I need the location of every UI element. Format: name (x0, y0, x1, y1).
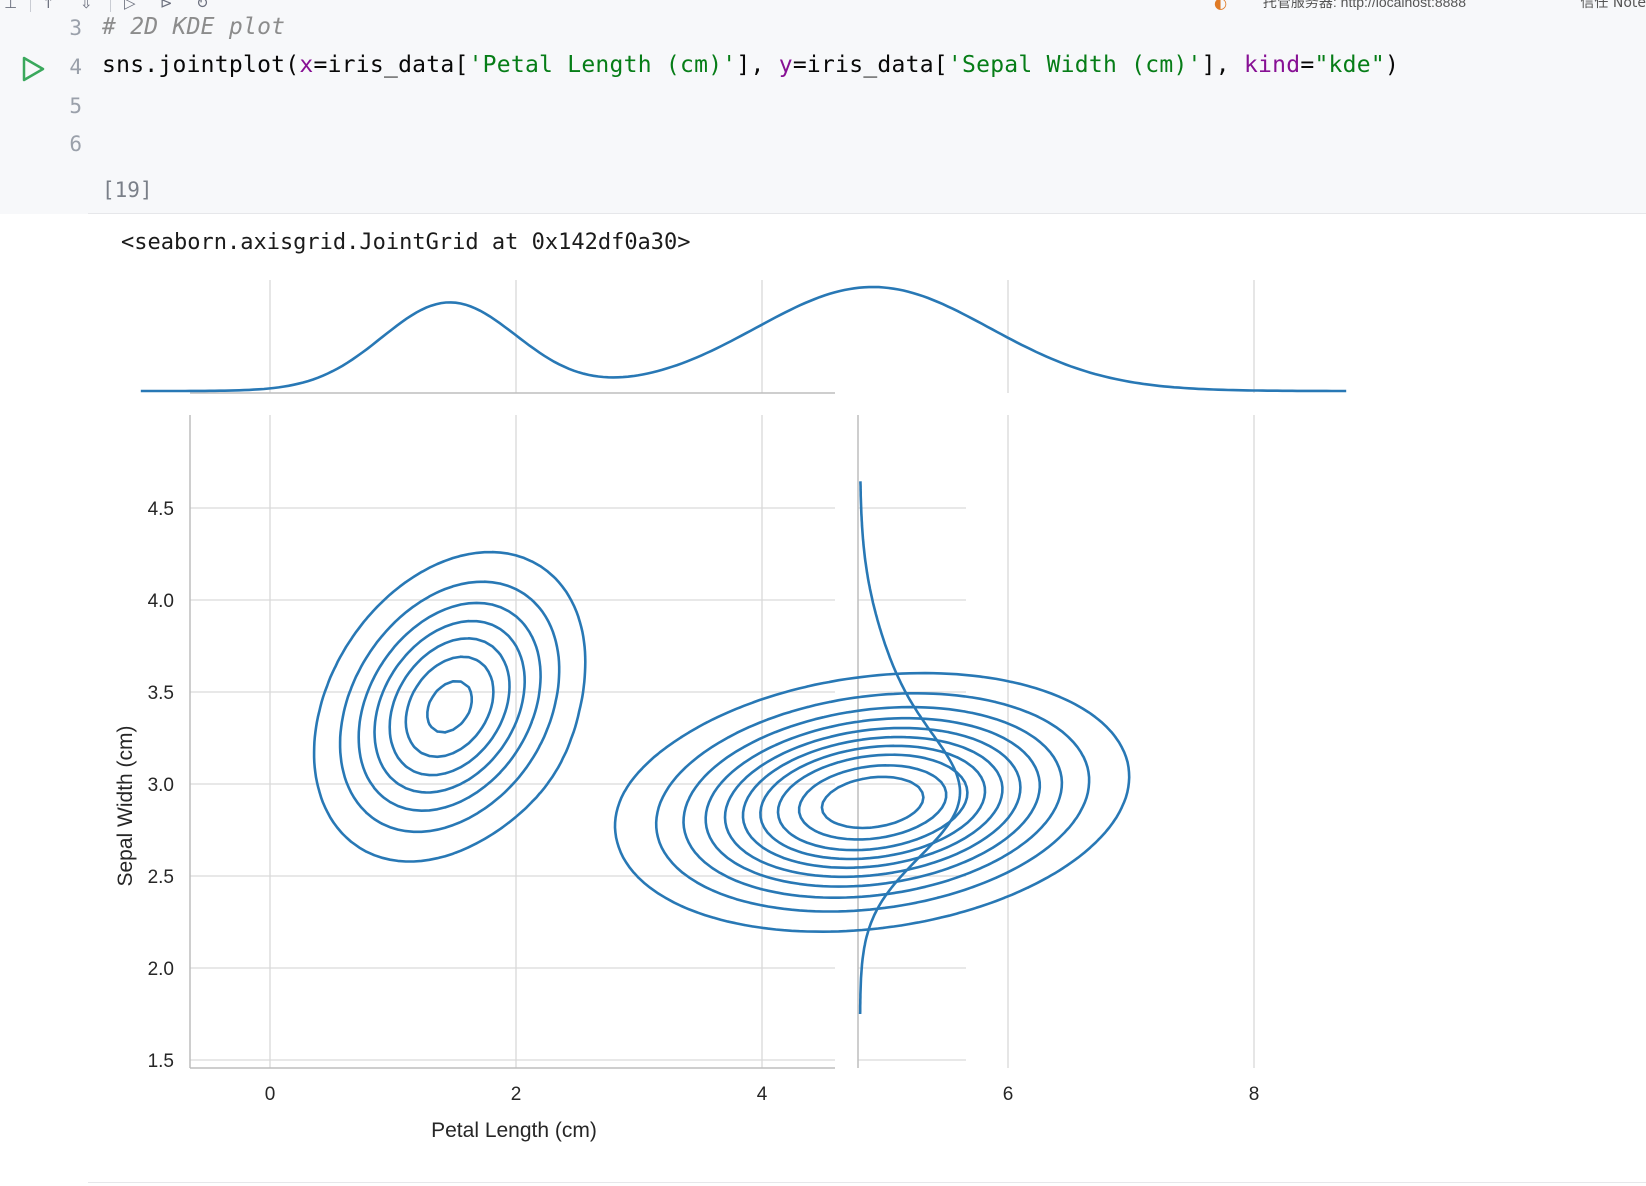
kde-contour-line (820, 775, 925, 830)
cell-divider (88, 213, 1646, 214)
kde-contour-line (388, 637, 1022, 879)
arrow-down-icon[interactable]: ⇩ (80, 0, 93, 12)
code-string: "kde" (1314, 52, 1385, 78)
code-string: 'Petal Length (cm)' (468, 52, 737, 78)
line-number: 4 (69, 55, 82, 79)
x-marginal-kde-line (140, 285, 1347, 393)
code-string: 'Sepal Width (cm)' (947, 52, 1202, 78)
code-token: ], (736, 52, 779, 78)
server-label[interactable]: 托管服务器: http://localhost:8888 (1262, 0, 1466, 10)
axes-spines (189, 392, 859, 1069)
y-tick-label: 4.0 (148, 591, 174, 612)
x-tick-label: 2 (511, 1084, 522, 1105)
kde-contour-line (312, 550, 1131, 933)
code-line-comment[interactable]: # 2D KDE plot (102, 14, 285, 40)
code-token: ], (1201, 52, 1244, 78)
tick-labels: 0 2 4 6 8 1.5 2.0 2.5 3.0 3.5 4.0 4.5 (148, 499, 1260, 1105)
code-token: =iris_data[ (792, 52, 948, 78)
y-tick-label: 2.5 (148, 867, 174, 888)
run-cell-icon[interactable] (20, 55, 46, 83)
x-axis-label: Petal Length (cm) (431, 1119, 597, 1142)
kde-contours (312, 550, 1131, 933)
code-keyword: y (778, 52, 793, 78)
y-axis-label: Sepal Width (cm) (114, 725, 137, 886)
code-token: ) (1384, 52, 1400, 78)
code-token: sns.jointplot( (102, 52, 300, 78)
trust-label[interactable]: 信任 Note (1580, 0, 1646, 11)
run-all-below-icon[interactable]: ⊳ (160, 0, 173, 12)
kde-contour-line (404, 655, 1004, 870)
y-tick-label: 3.0 (148, 775, 174, 796)
x-tick-label: 8 (1249, 1084, 1260, 1105)
toolbar-divider (30, 0, 31, 12)
line-number: 6 (69, 132, 82, 156)
code-token: = (1300, 52, 1315, 78)
server-status-icon: ◐ (1214, 0, 1228, 12)
marginal-kde (140, 285, 1347, 1015)
kde-contour-line (373, 619, 1042, 888)
code-comment: # 2D KDE plot (102, 14, 286, 40)
code-keyword: x (299, 52, 314, 78)
notebook-toolbar: ⊥ ↑ ⇩ ▷ ⊳ ↻ ◐ 托管服务器: http://localhost:88… (0, 0, 1646, 19)
kde-contour-line (797, 764, 948, 841)
code-keyword: kind (1243, 52, 1301, 78)
run-all-icon[interactable]: ▷ (124, 0, 136, 12)
code-cell[interactable]: 3 4 5 6 # 2D KDE plot sns.jointplot(x=ir… (0, 14, 1646, 214)
arrow-up-icon[interactable]: ⊥ (4, 0, 18, 12)
line-gutter: 3 4 5 6 (0, 16, 90, 214)
kde-contour-line (338, 580, 1091, 913)
x-tick-label: 0 (265, 1084, 276, 1105)
line-number: 5 (69, 94, 82, 118)
restart-icon[interactable]: ↻ (196, 0, 209, 12)
kde-contour-line (426, 680, 987, 861)
execution-count: [19] (102, 178, 153, 202)
cell-divider (88, 1182, 1646, 1183)
grid-lines (190, 280, 1255, 1068)
x-tick-label: 6 (1003, 1084, 1014, 1105)
y-marginal-kde-line (858, 481, 962, 1015)
arrow-up-icon[interactable]: ↑ (42, 0, 55, 12)
code-line-jointplot[interactable]: sns.jointplot(x=iris_data['Petal Length … (102, 52, 1399, 78)
output-repr: <seaborn.axisgrid.JointGrid at 0x142df0a… (121, 230, 691, 255)
kde-contour-line (776, 753, 969, 852)
toolbar-divider (110, 0, 111, 12)
y-tick-label: 4.5 (148, 499, 174, 520)
line-number: 3 (69, 16, 82, 40)
y-tick-label: 3.5 (148, 683, 174, 704)
kde-contour-line (357, 601, 1064, 899)
code-token: =iris_data[ (313, 52, 469, 78)
y-tick-label: 2.0 (148, 959, 174, 980)
x-tick-label: 4 (757, 1084, 768, 1105)
y-tick-label: 1.5 (148, 1051, 174, 1072)
